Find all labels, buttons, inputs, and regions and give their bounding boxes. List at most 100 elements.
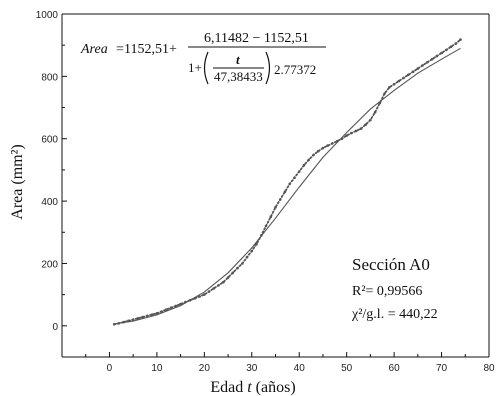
x-tick-label: 60 — [389, 363, 401, 374]
data-point — [217, 284, 220, 287]
data-point — [350, 131, 353, 135]
data-point — [207, 290, 211, 293]
equation-den-var: t — [236, 52, 240, 67]
data-point — [454, 42, 458, 45]
data-point — [212, 287, 216, 290]
data-point — [312, 153, 315, 157]
data-point — [307, 158, 311, 162]
x-axis-title-post: (años) — [252, 379, 296, 396]
data-point — [326, 144, 330, 147]
y-tick-label: 400 — [41, 197, 58, 208]
equation-exponent: 2.77372 — [274, 62, 316, 77]
data-point — [155, 312, 159, 315]
x-tick-label: 20 — [199, 363, 211, 374]
x-tick-label: 10 — [151, 363, 163, 374]
data-point — [136, 317, 140, 320]
x-tick-label: 50 — [341, 363, 353, 374]
data-point — [150, 313, 154, 316]
data-point — [459, 38, 462, 41]
data-point — [264, 224, 268, 228]
data-point — [293, 176, 296, 179]
data-point — [373, 110, 377, 114]
equation-right-paren — [265, 51, 271, 85]
data-point — [397, 79, 401, 83]
equation-lhs: Area — [80, 42, 108, 57]
x-axis-title-var: t — [247, 379, 252, 396]
data-point — [331, 142, 334, 145]
data-point — [222, 280, 225, 284]
data-point — [131, 318, 135, 321]
y-axis-title: Area (mm²) — [9, 144, 26, 219]
x-axis-ticks: 0 10 20 30 40 50 60 70 80 — [85, 352, 495, 374]
data-point — [445, 48, 448, 52]
data-point — [174, 304, 178, 308]
x-tick-label: 70 — [436, 363, 448, 374]
fitted-equation: Area = 1152,51+ 6,11482 − 1152,51 1+ t 4… — [80, 31, 326, 85]
data-point — [165, 308, 168, 311]
fitted-curve — [114, 47, 461, 325]
x-tick-label: 40 — [294, 363, 306, 374]
data-point — [321, 146, 325, 150]
data-point — [141, 315, 144, 319]
data-point — [359, 127, 363, 130]
data-point — [430, 57, 434, 61]
chi-squared-label: χ²/g.l. = 440,22 — [351, 307, 438, 322]
data-point — [198, 295, 201, 298]
data-point — [449, 45, 453, 48]
data-point — [383, 92, 386, 95]
data-point — [416, 67, 420, 70]
data-point — [407, 73, 410, 77]
data-point — [203, 293, 206, 296]
data-point — [297, 170, 301, 173]
data-point — [269, 215, 273, 218]
data-point — [160, 310, 163, 313]
equation-constant: 1152,51+ — [124, 42, 177, 57]
data-point — [302, 163, 306, 167]
section-label: Sección A0 — [352, 255, 430, 274]
data-point — [288, 182, 292, 186]
data-point — [392, 82, 396, 86]
data-point — [274, 206, 277, 209]
data-point — [345, 134, 349, 137]
series-layer — [112, 38, 462, 326]
fit-statistics: Sección A0 R²= 0,99566 χ²/g.l. = 440,22 — [351, 255, 438, 322]
x-tick-label: 80 — [483, 363, 495, 374]
y-tick-label: 800 — [41, 72, 58, 83]
data-point — [440, 51, 443, 55]
data-point — [402, 76, 405, 80]
equation-numerator: 6,11482 − 1152,51 — [204, 31, 309, 46]
data-point — [250, 249, 254, 253]
data-point — [236, 266, 239, 270]
data-point — [283, 190, 287, 193]
x-tick-label: 30 — [246, 363, 258, 374]
observed-data-line — [113, 38, 462, 326]
data-point — [231, 271, 235, 275]
data-point — [435, 54, 439, 58]
r-squared-label: R²= 0,99566 — [352, 284, 422, 299]
y-tick-label: 200 — [41, 259, 58, 270]
data-point — [388, 86, 391, 89]
equation-left-paren — [203, 51, 209, 85]
data-point — [278, 198, 282, 201]
data-point — [169, 306, 173, 310]
y-axis-ticks: 0 200 400 600 800 1000 — [36, 10, 67, 333]
y-tick-label: 1000 — [36, 10, 59, 21]
data-point — [411, 70, 415, 73]
x-tick-label: 0 — [107, 363, 113, 374]
data-point — [369, 118, 372, 122]
equation-den-divisor: 47,38433 — [214, 69, 263, 84]
data-point — [421, 64, 424, 67]
y-tick-label: 600 — [41, 135, 58, 146]
data-point — [245, 255, 249, 259]
data-point — [226, 276, 230, 279]
y-tick-label: 0 — [52, 322, 58, 333]
equation-equals: = — [116, 42, 124, 57]
data-point — [241, 262, 244, 265]
data-point — [426, 61, 429, 64]
data-point — [316, 149, 320, 153]
data-point — [364, 123, 367, 126]
data-point — [354, 129, 358, 133]
x-axis-title: Edad t (años) — [210, 379, 295, 396]
data-point — [146, 314, 149, 318]
